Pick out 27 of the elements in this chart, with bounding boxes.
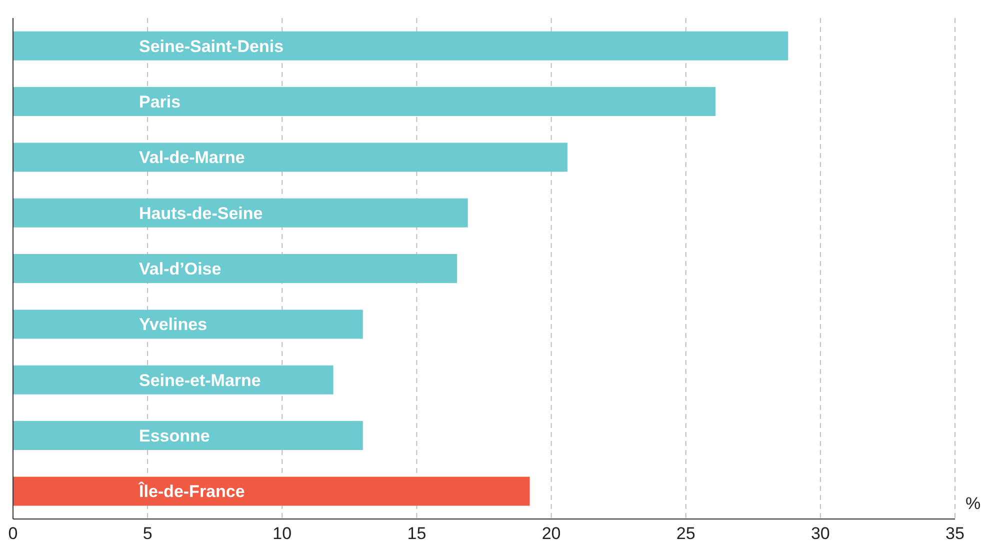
y-tick-label: Val-d’Oise: [139, 260, 222, 278]
bar: [13, 476, 530, 506]
y-tick-label: Île-de-France: [138, 481, 245, 502]
y-tick-label: Yvelines: [139, 315, 208, 334]
x-tick-label: 5: [142, 524, 152, 544]
y-tick-label: Hauts-de-Seine: [139, 204, 263, 223]
y-tick-label: Paris: [139, 92, 181, 112]
bar: [13, 310, 363, 339]
x-tick-label: 10: [272, 524, 292, 544]
x-tick-label: 35: [946, 524, 964, 544]
bar: [13, 254, 458, 284]
x-axis-title: %: [965, 494, 981, 513]
x-tick-label: 15: [407, 524, 426, 544]
bar: [13, 87, 716, 116]
x-tick-label: 0: [8, 524, 18, 544]
y-tick-label: Seine-Saint-Denis: [139, 36, 284, 56]
bar: [13, 31, 788, 60]
bar: [13, 365, 334, 394]
y-tick-label: Val-de-Marne: [139, 148, 245, 168]
x-tick-label: 25: [676, 524, 696, 544]
x-tick-label: 30: [810, 524, 830, 544]
y-tick-label: Essonne: [139, 426, 210, 446]
bar: [13, 198, 468, 228]
bar: [13, 421, 363, 450]
y-tick-label: Seine-et-Marne: [139, 370, 261, 390]
x-tick-label: 20: [542, 524, 561, 544]
bar: [13, 142, 568, 172]
